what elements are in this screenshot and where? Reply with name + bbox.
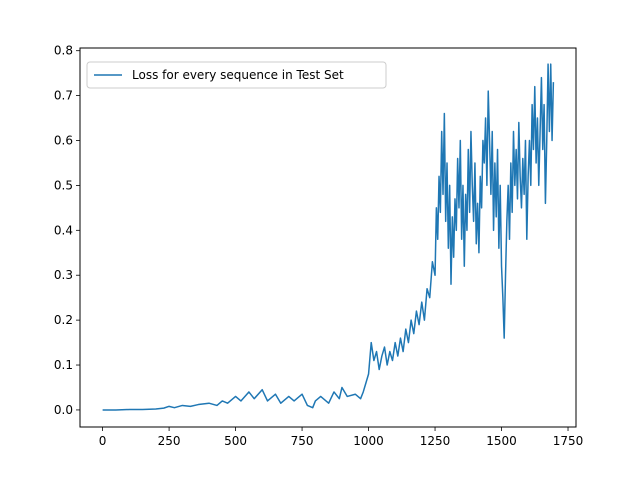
x-tick-label: 750 xyxy=(291,434,314,448)
x-tick-label: 1500 xyxy=(486,434,517,448)
y-tick-label: 0.1 xyxy=(54,358,73,372)
y-tick-label: 0.2 xyxy=(54,313,73,327)
y-tick-label: 0.5 xyxy=(54,178,73,192)
series-line-0 xyxy=(102,63,555,411)
x-axis-ticks: 0 250 500 750 1000 1250 1500 1750 xyxy=(99,427,584,448)
x-tick-label: 1750 xyxy=(553,434,584,448)
y-tick-label: 0.3 xyxy=(54,268,73,282)
x-tick-label: 1000 xyxy=(353,434,384,448)
series-layer xyxy=(102,63,555,411)
x-tick-label: 250 xyxy=(158,434,181,448)
legend-label: Loss for every sequence in Test Set xyxy=(132,68,344,82)
y-tick-label: 0.7 xyxy=(54,89,73,103)
y-axis-ticks: 0.0 0.1 0.2 0.3 0.4 0.5 0.6 0.7 0.8 xyxy=(54,44,80,417)
y-tick-label: 0.6 xyxy=(54,134,73,148)
x-tick-label: 0 xyxy=(99,434,107,448)
y-tick-label: 0.0 xyxy=(54,403,73,417)
legend: Loss for every sequence in Test Set xyxy=(86,61,387,89)
y-tick-label: 0.4 xyxy=(54,223,73,237)
legend-box xyxy=(86,61,387,89)
axes-frame xyxy=(79,47,577,428)
x-tick-label: 1250 xyxy=(420,434,451,448)
y-tick-label: 0.8 xyxy=(54,44,73,58)
x-tick-label: 500 xyxy=(224,434,247,448)
